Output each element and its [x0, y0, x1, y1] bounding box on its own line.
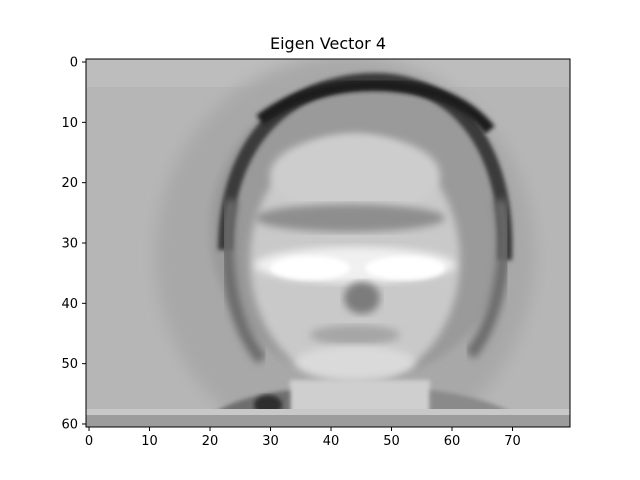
x-axis: 0 10 20 30 40 50 60 70 [85, 427, 521, 449]
y-tick-label: 10 [61, 116, 78, 131]
y-axis: 0 10 20 30 40 50 60 [61, 56, 86, 432]
x-tick-label: 30 [262, 434, 279, 449]
x-tick-label: 10 [141, 434, 158, 449]
y-tick-label: 50 [61, 357, 78, 372]
y-tick-label: 30 [61, 237, 78, 252]
y-tick-label: 0 [70, 56, 78, 71]
x-tick-label: 40 [323, 434, 340, 449]
y-tick-label: 20 [61, 176, 78, 191]
plot-title: Eigen Vector 4 [270, 34, 386, 53]
x-tick-label: 50 [383, 434, 400, 449]
x-tick-label: 0 [85, 434, 93, 449]
y-tick-label: 40 [61, 297, 78, 312]
eigenface-image [86, 59, 570, 427]
y-tick-label: 60 [61, 417, 78, 432]
x-tick-label: 20 [202, 434, 219, 449]
x-tick-label: 60 [444, 434, 461, 449]
x-tick-label: 70 [504, 434, 521, 449]
